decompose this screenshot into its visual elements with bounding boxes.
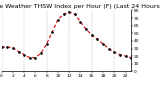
Title: Milwaukee Weather THSW Index per Hour (F) (Last 24 Hours): Milwaukee Weather THSW Index per Hour (F…: [0, 4, 160, 9]
